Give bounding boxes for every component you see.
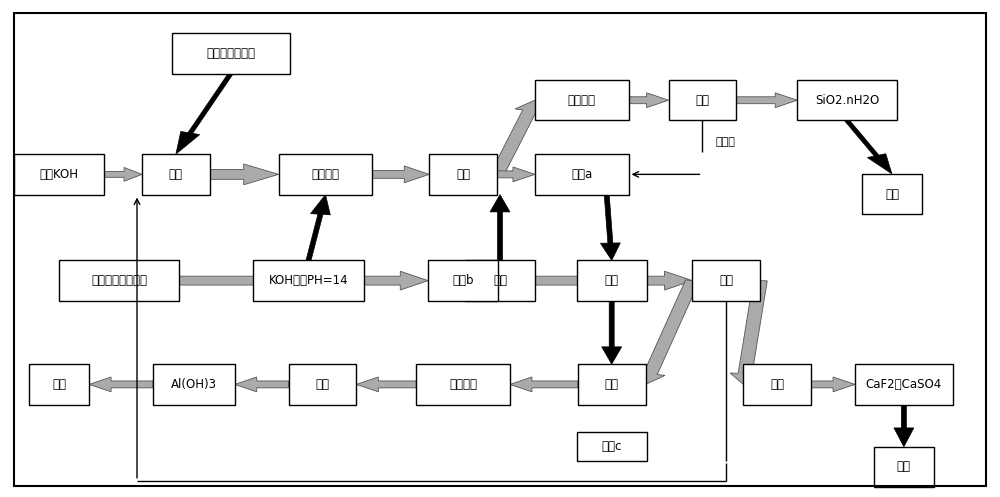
- Text: 溶解: 溶解: [169, 168, 183, 181]
- Text: 滤液b: 滤液b: [452, 274, 474, 287]
- Polygon shape: [497, 167, 535, 182]
- Bar: [172, 33, 290, 74]
- Bar: [578, 364, 646, 405]
- Polygon shape: [510, 377, 578, 392]
- Bar: [535, 80, 629, 120]
- Text: 洗涤水: 洗涤水: [715, 138, 735, 148]
- Text: 白色沉淀: 白色沉淀: [449, 378, 477, 391]
- Polygon shape: [894, 405, 914, 447]
- Polygon shape: [89, 377, 153, 392]
- Polygon shape: [235, 377, 289, 392]
- Bar: [289, 364, 356, 405]
- Bar: [669, 80, 736, 120]
- Polygon shape: [176, 73, 233, 154]
- Bar: [416, 364, 510, 405]
- Polygon shape: [845, 120, 892, 174]
- Polygon shape: [600, 195, 620, 260]
- Polygon shape: [602, 301, 622, 364]
- Bar: [14, 154, 104, 195]
- Polygon shape: [210, 164, 279, 185]
- Polygon shape: [179, 271, 428, 290]
- Text: SiO2.nH2O: SiO2.nH2O: [815, 94, 879, 107]
- Bar: [855, 364, 953, 405]
- Text: 氢氧化钙饱和溶液: 氢氧化钙饱和溶液: [91, 274, 147, 287]
- Bar: [153, 364, 235, 405]
- Text: 过滤: 过滤: [605, 378, 619, 391]
- Text: 洗涤: 洗涤: [315, 378, 329, 391]
- Text: 静沉: 静沉: [605, 274, 619, 287]
- Text: 硫酸: 硫酸: [493, 274, 507, 287]
- Text: 称取钾肥中间体: 称取钾肥中间体: [206, 47, 255, 60]
- Text: Al(OH)3: Al(OH)3: [171, 378, 217, 391]
- Bar: [743, 364, 811, 405]
- Text: 干燥: 干燥: [52, 378, 66, 391]
- Bar: [692, 260, 760, 301]
- Polygon shape: [104, 167, 142, 181]
- Polygon shape: [490, 100, 544, 175]
- Bar: [874, 447, 934, 487]
- Polygon shape: [629, 93, 669, 108]
- Text: 加热煮沸: 加热煮沸: [311, 168, 339, 181]
- Bar: [577, 432, 647, 461]
- Bar: [862, 174, 922, 214]
- Text: 白色固体: 白色固体: [568, 94, 596, 107]
- Bar: [59, 260, 179, 301]
- Bar: [253, 260, 364, 301]
- Text: CaF2和CaSO4: CaF2和CaSO4: [866, 378, 942, 391]
- Text: 干燥: 干燥: [885, 188, 899, 201]
- Bar: [142, 154, 210, 195]
- Text: 过滤: 过滤: [719, 274, 733, 287]
- Polygon shape: [730, 280, 767, 384]
- Polygon shape: [356, 377, 416, 392]
- Polygon shape: [636, 280, 699, 384]
- Text: 洗涤: 洗涤: [695, 94, 709, 107]
- Bar: [797, 80, 897, 120]
- Bar: [428, 260, 498, 301]
- Bar: [465, 260, 535, 301]
- Text: 滤液a: 滤液a: [571, 168, 592, 181]
- Bar: [535, 154, 629, 195]
- Text: 滤液c: 滤液c: [602, 440, 622, 453]
- Polygon shape: [372, 166, 429, 183]
- Bar: [279, 154, 372, 195]
- Bar: [429, 154, 497, 195]
- Text: 称取KOH: 称取KOH: [40, 168, 79, 181]
- Text: KOH控制PH=14: KOH控制PH=14: [269, 274, 348, 287]
- Bar: [29, 364, 89, 405]
- Polygon shape: [306, 195, 330, 260]
- Polygon shape: [490, 195, 510, 260]
- Polygon shape: [498, 271, 692, 290]
- Polygon shape: [811, 377, 855, 392]
- Bar: [577, 260, 647, 301]
- Text: 干燥: 干燥: [897, 460, 911, 474]
- Text: 沉淀: 沉淀: [770, 378, 784, 391]
- Text: 过滤: 过滤: [456, 168, 470, 181]
- Polygon shape: [736, 93, 797, 108]
